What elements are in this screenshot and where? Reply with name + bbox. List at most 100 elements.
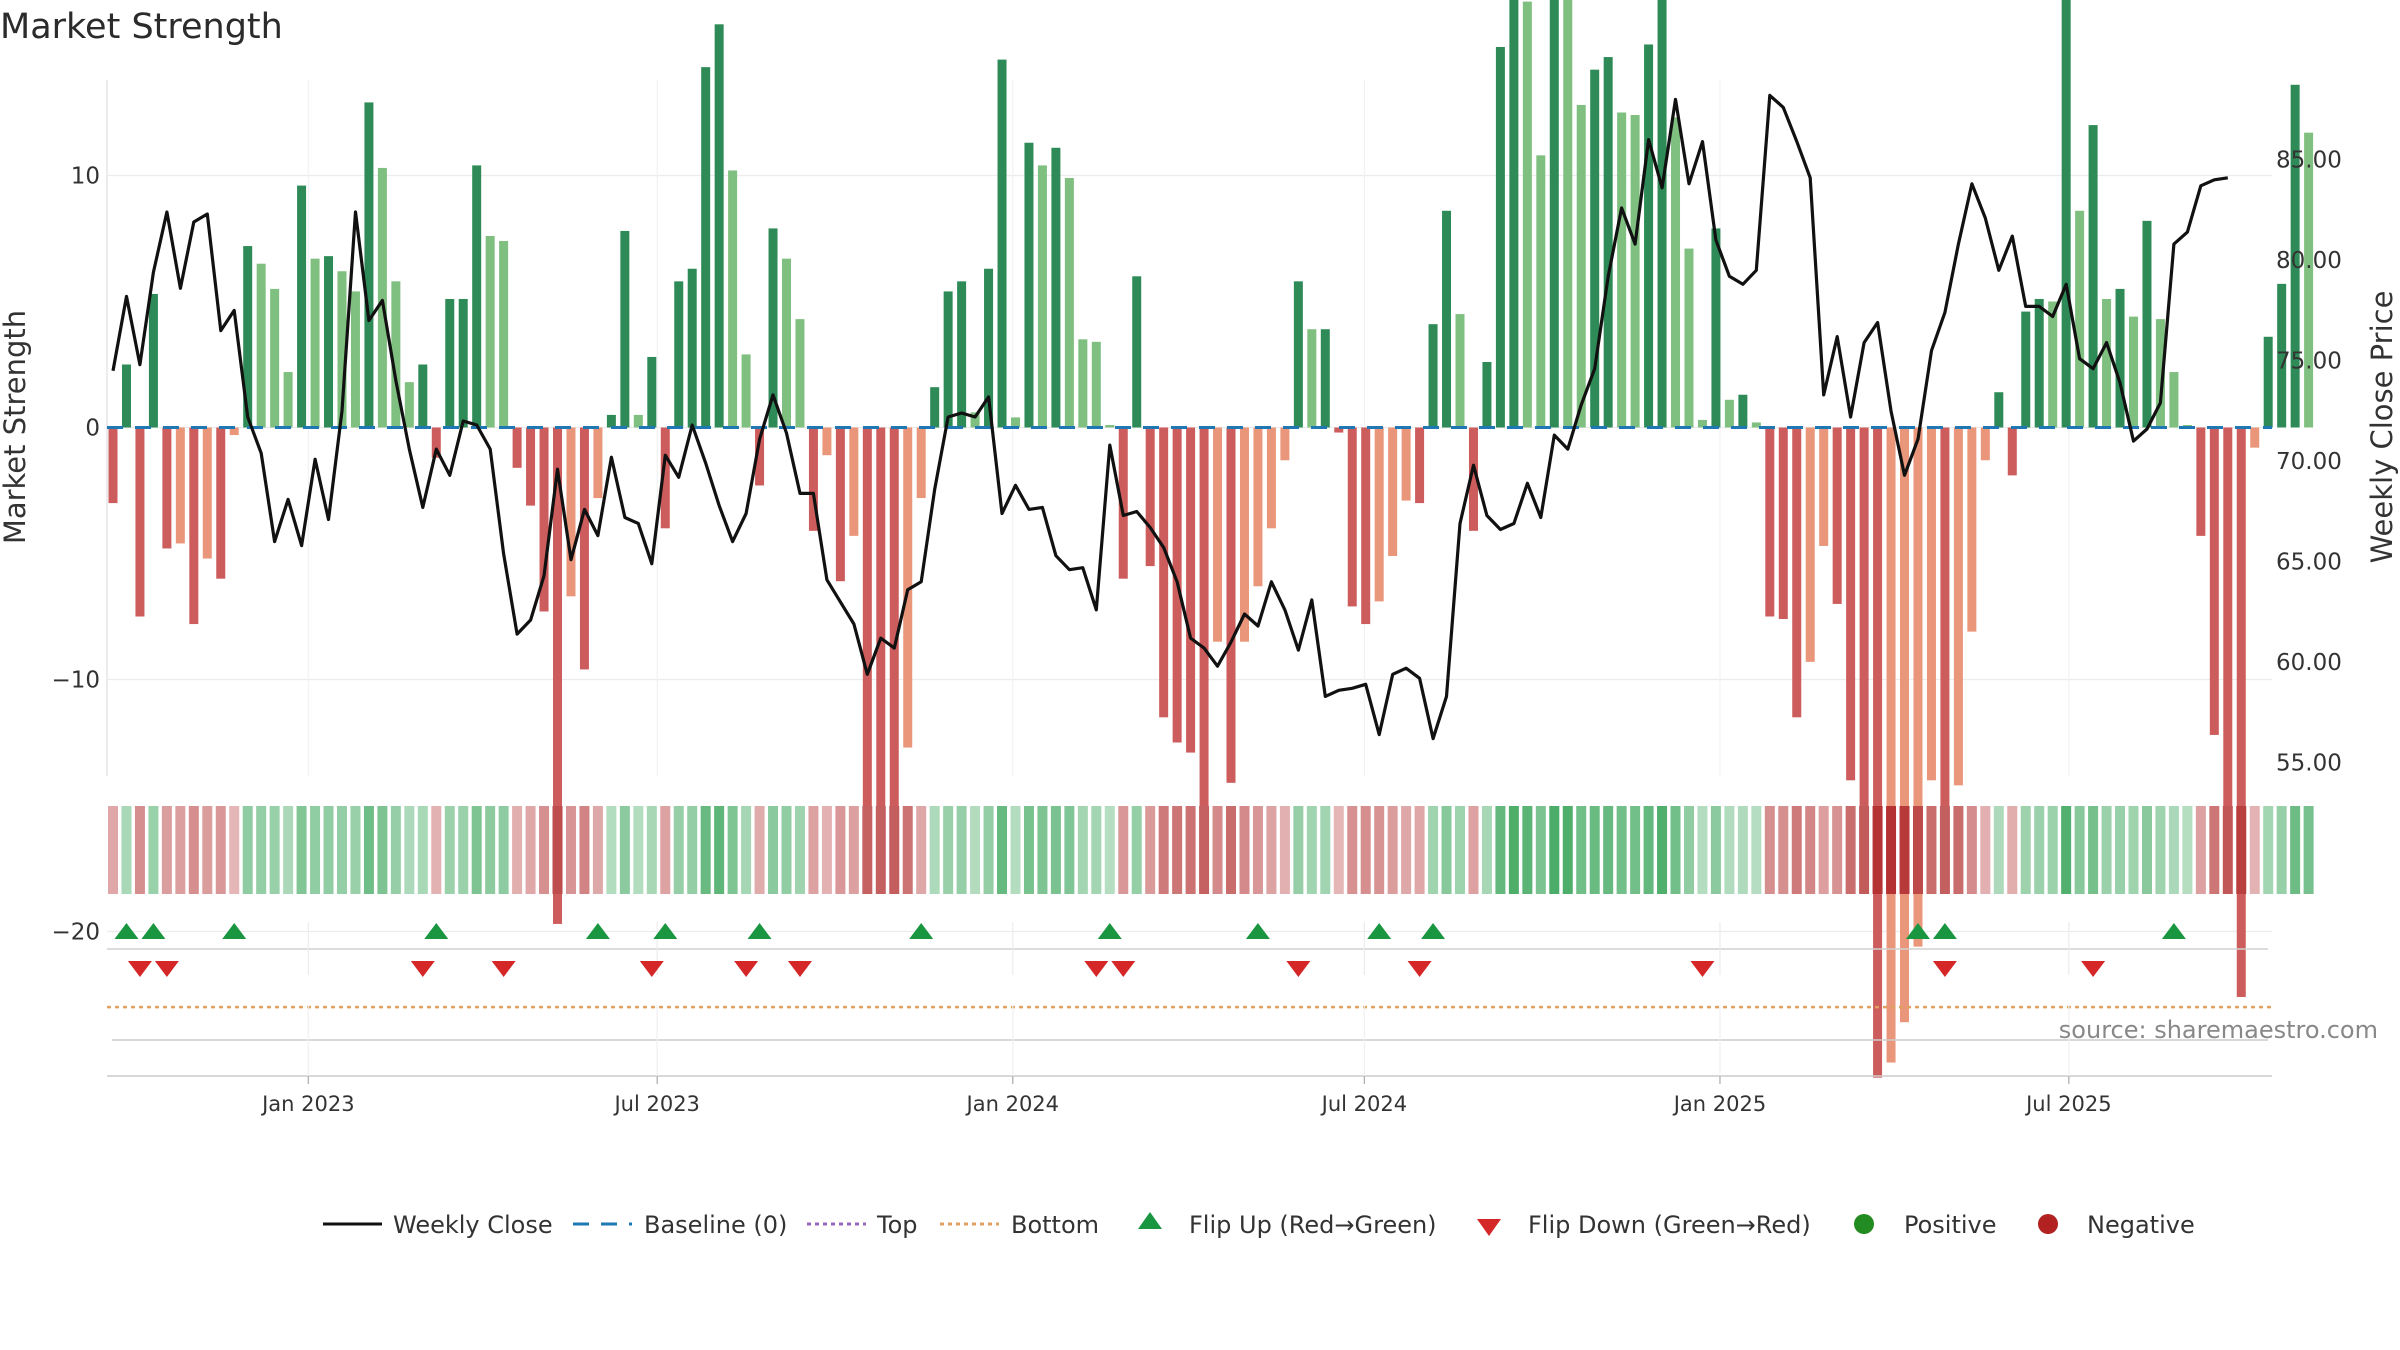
heat-cell (161, 806, 172, 894)
strength-bar (1684, 248, 1694, 428)
strength-bar (1307, 329, 1317, 428)
strength-bar (1778, 427, 1788, 620)
heat-cell (1724, 806, 1735, 894)
strength-bar (647, 356, 657, 428)
heat-cell (2209, 806, 2220, 894)
strength-bar (660, 427, 670, 529)
strength-bar (579, 427, 589, 670)
heat-cell (592, 806, 603, 894)
strength-bar (431, 427, 441, 458)
heat-cell (1266, 806, 1277, 894)
legend-item-flip-up: Flip Up (Red→Green) (1138, 1211, 1437, 1239)
heat-cell (2007, 806, 2018, 894)
strength-bar (1482, 361, 1492, 428)
left-axis-label: Market Strength (0, 310, 32, 544)
strength-bar (1145, 427, 1155, 567)
flip-down-marker (127, 961, 152, 977)
strength-bar (889, 427, 899, 851)
strength-bar (485, 235, 495, 428)
heat-cell (1212, 806, 1223, 894)
strength-bar (2236, 427, 2246, 998)
strength-bar (970, 412, 980, 428)
heat-cell (1010, 806, 1021, 894)
strength-bar (175, 427, 185, 544)
heat-cell (296, 806, 307, 894)
strength-bar (2223, 427, 2233, 884)
x-tick-label: Jan 2025 (1672, 1092, 1767, 1116)
heat-cell (1118, 806, 1129, 894)
strength-bar (1401, 427, 1411, 501)
heat-cell (1508, 806, 1519, 894)
strength-bar (2263, 336, 2273, 428)
heat-cell (970, 806, 981, 894)
legend-item-weekly-close: Weekly Close (323, 1211, 553, 1239)
strength-bar (243, 246, 253, 428)
strength-bar (1159, 427, 1169, 718)
strength-bar (472, 165, 482, 428)
legend-item-bottom: Bottom (940, 1211, 1099, 1239)
chart-title: Market Strength (0, 7, 283, 47)
strength-bar (1320, 329, 1330, 428)
heat-cell (835, 806, 846, 894)
strength-bar (1576, 104, 1586, 428)
strength-bar (404, 382, 414, 428)
strength-bar (1199, 427, 1209, 836)
heat-cell (1455, 806, 1465, 894)
heat-cell (768, 806, 779, 894)
legend-swatch-positive (1854, 1214, 1874, 1234)
strength-bar (1428, 324, 1438, 428)
heat-cell (336, 806, 347, 894)
legend-label-baseline: Baseline (0) (644, 1211, 787, 1239)
legend-item-top: Top (807, 1211, 918, 1239)
right-tick-label: 65.00 (2276, 550, 2342, 576)
strength-bar (930, 387, 940, 428)
heat-cell (1980, 806, 1991, 894)
strength-bar (795, 319, 805, 428)
strength-bar (835, 427, 845, 582)
strength-bar (324, 256, 334, 428)
strength-bar (1442, 210, 1452, 428)
heat-cell (552, 806, 563, 894)
heat-cell (1333, 806, 1344, 894)
flip-down-marker (491, 961, 516, 977)
strength-bar (2209, 427, 2219, 735)
heat-cell (1589, 806, 1600, 894)
heat-cell (1791, 806, 1802, 894)
strength-bar (526, 427, 536, 506)
flip-down-marker (1084, 961, 1109, 977)
strength-bar (2250, 427, 2260, 448)
heat-cell (1481, 806, 1492, 894)
heat-cell (1832, 806, 1843, 894)
strength-bar (943, 291, 953, 428)
strength-bar (445, 298, 455, 428)
heat-cell (2088, 806, 2099, 894)
strength-bar (1697, 419, 1707, 428)
heat-cell (1751, 806, 1762, 894)
heat-cell (1360, 806, 1371, 894)
flip-up-marker (1097, 923, 1122, 939)
heat-cell (1670, 806, 1681, 894)
heat-cell (202, 806, 213, 894)
heat-cell (2182, 806, 2193, 894)
heat-cell (1185, 806, 1196, 894)
strength-bar (1819, 427, 1829, 546)
heat-cell (1535, 806, 1546, 894)
legend-label-bottom: Bottom (1011, 1211, 1099, 1239)
legend-label-flip-up: Flip Up (Red→Green) (1189, 1211, 1437, 1239)
strength-bar (741, 354, 751, 428)
x-tick-label: Jan 2023 (260, 1092, 355, 1116)
strength-bar (2290, 84, 2300, 428)
strength-bar (1967, 427, 1977, 632)
heat-cell (2020, 806, 2031, 894)
strength-bar (1078, 339, 1088, 428)
heat-cell (1306, 806, 1317, 894)
heat-cell (741, 806, 752, 894)
strength-bar (1266, 427, 1276, 529)
heat-cell (215, 806, 226, 894)
flip-down-marker (1690, 961, 1715, 977)
flip-down-marker (2081, 961, 2106, 977)
heat-cell (2115, 806, 2126, 894)
flip-down-marker (787, 961, 812, 977)
strength-bar (782, 258, 791, 428)
heat-cell (929, 806, 940, 894)
